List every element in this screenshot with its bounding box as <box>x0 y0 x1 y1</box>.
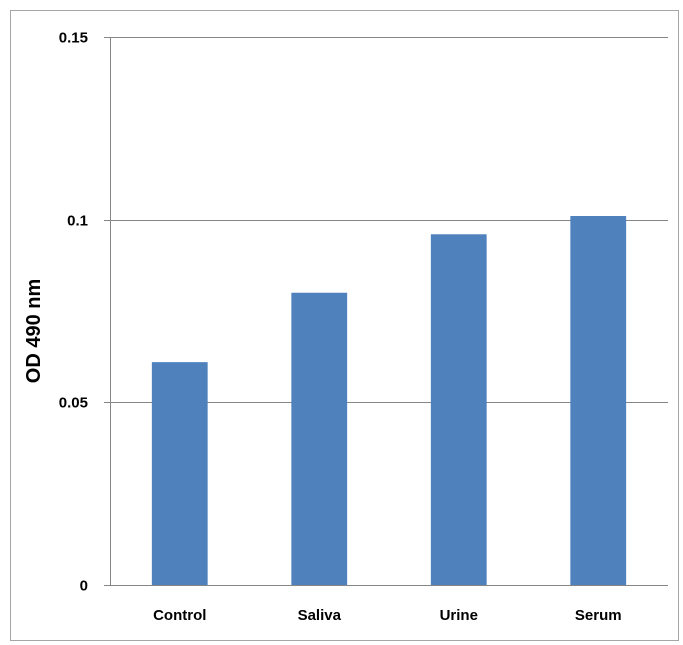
y-axis-title: OD 490 nm <box>23 279 45 383</box>
x-tick-label: Serum <box>575 607 622 624</box>
tick-labels: 0 0.05 0.1 0.15 Control Saliva Urine Serum <box>59 30 622 625</box>
bars <box>151 216 627 585</box>
x-tick-label: Urine <box>440 607 478 624</box>
y-tick-label: 0 <box>80 578 88 595</box>
x-tick-label: Saliva <box>298 607 342 624</box>
bar-saliva <box>291 292 348 585</box>
bar-control <box>151 362 208 585</box>
bar-urine <box>430 234 487 585</box>
axes <box>104 37 668 586</box>
y-tick-label: 0.05 <box>59 395 88 412</box>
bar-serum <box>570 216 627 585</box>
y-tick-label: 0.15 <box>59 30 88 47</box>
y-tick-label: 0.1 <box>67 213 88 230</box>
x-tick-label: Control <box>153 607 206 624</box>
